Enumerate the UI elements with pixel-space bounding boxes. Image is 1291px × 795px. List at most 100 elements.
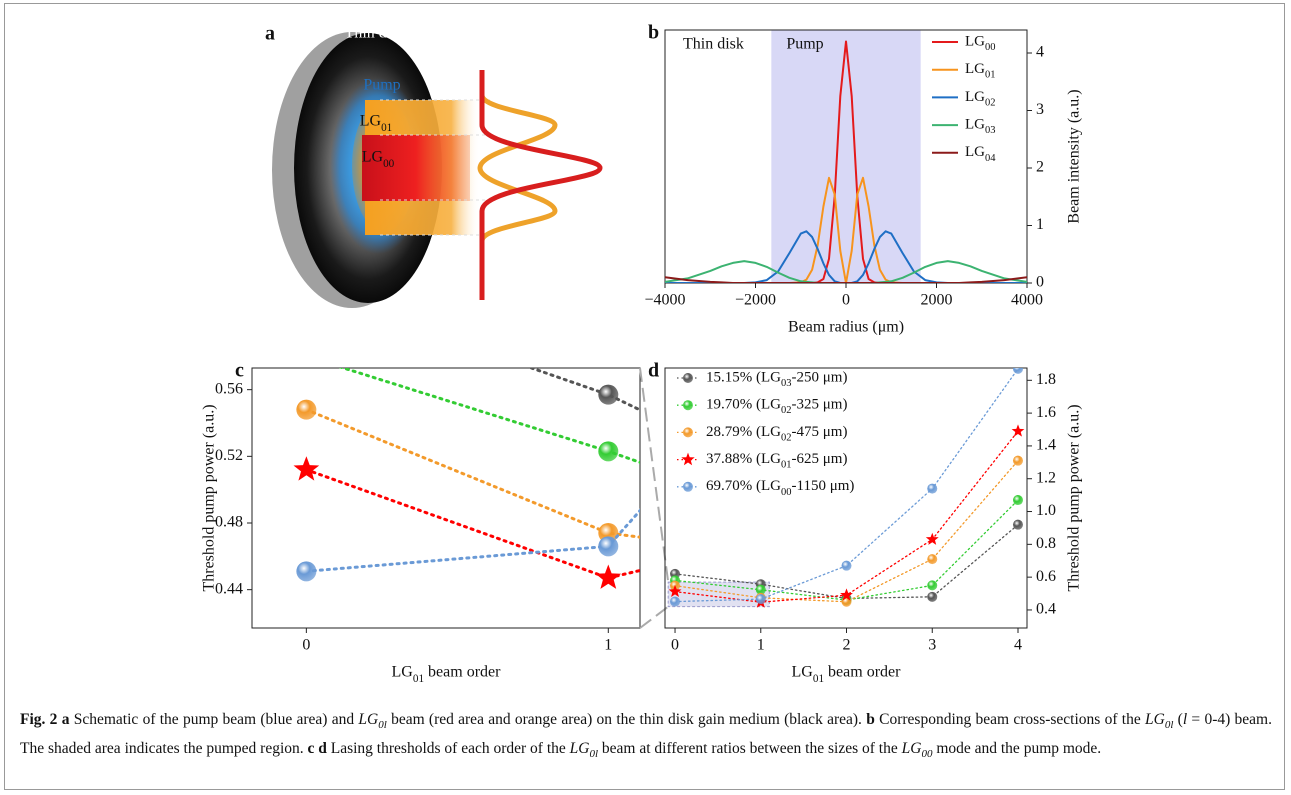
legend-marker bbox=[683, 373, 693, 383]
x-axis-label: Beam radius (μm) bbox=[788, 319, 904, 336]
plot-area bbox=[668, 368, 1025, 608]
sphere-marker bbox=[670, 596, 681, 607]
y-tick-label: 0.4 bbox=[1036, 601, 1056, 618]
y-tick-label: 1.2 bbox=[1036, 469, 1056, 486]
caption-run: LG bbox=[358, 711, 379, 728]
legend-label: LG00 bbox=[965, 33, 996, 52]
panel-label: c bbox=[235, 360, 244, 382]
x-tick-label: −2000 bbox=[735, 292, 776, 309]
y-tick-label: 3 bbox=[1036, 101, 1044, 118]
figure: a Thin disk Pump LG01 LG00 −4000 −2000 0 20… bbox=[201, 22, 1083, 685]
caption-run: Lasing thresholds of each order of the bbox=[326, 740, 570, 758]
x-tick-label: 4000 bbox=[1011, 292, 1043, 309]
legend-label: 37.88% (LG01-625 μm) bbox=[706, 451, 847, 470]
sphere-marker bbox=[927, 580, 938, 591]
sphere-marker bbox=[755, 584, 766, 595]
x-tick-label: 2000 bbox=[921, 292, 953, 309]
y-tick-label: 0.56 bbox=[215, 380, 243, 397]
legend-label: 28.79% (LG02-475 μm) bbox=[706, 424, 847, 443]
y-tick-label: 0.48 bbox=[215, 514, 243, 531]
y-tick-label: 0.6 bbox=[1036, 568, 1056, 585]
x-tick-label: 2 bbox=[843, 637, 851, 654]
legend-label: LG03 bbox=[965, 117, 996, 136]
y-axis-label: Beam intensity (a.u.) bbox=[1066, 89, 1083, 223]
panel-label: b bbox=[648, 22, 659, 44]
caption-run: Schematic of the pump beam (blue area) a… bbox=[69, 711, 359, 728]
caption-run: b bbox=[866, 711, 875, 728]
zoom-connector bbox=[639, 367, 670, 583]
caption-run: ( bbox=[1173, 711, 1183, 728]
sphere-marker bbox=[1012, 495, 1023, 506]
caption-run: Corresponding beam cross-sections of the bbox=[874, 711, 1145, 728]
sphere-marker bbox=[296, 561, 317, 582]
plot-area bbox=[665, 40, 1027, 283]
sphere-marker bbox=[927, 554, 938, 565]
y-axis-label: Threshold pump power (a.u.) bbox=[1066, 404, 1083, 591]
legend-label: LG01 bbox=[965, 61, 996, 80]
x-tick-label: 4 bbox=[1014, 637, 1022, 654]
caption-run: LG bbox=[1145, 711, 1165, 728]
plot-frame bbox=[251, 367, 641, 629]
sphere-marker bbox=[841, 560, 852, 571]
star-marker bbox=[668, 584, 682, 597]
sphere-marker bbox=[598, 536, 619, 557]
star-marker bbox=[925, 532, 939, 545]
sphere-marker bbox=[841, 596, 852, 607]
lg00-beam bbox=[362, 135, 470, 201]
plot-frame bbox=[664, 367, 1028, 629]
sphere-marker bbox=[598, 441, 619, 462]
sphere-marker bbox=[927, 483, 938, 494]
caption-run: mode and the pump mode. bbox=[932, 740, 1102, 758]
star-marker bbox=[897, 493, 923, 518]
plot-area bbox=[293, 368, 923, 589]
sphere-marker bbox=[296, 399, 317, 420]
y-axis-label: Threshold pump power (a.u.) bbox=[201, 404, 218, 591]
schematic-label: Pump bbox=[363, 77, 400, 94]
y-tick-label: 0.52 bbox=[215, 447, 243, 464]
y-tick-label: 1.4 bbox=[1036, 437, 1056, 454]
sphere-marker bbox=[927, 591, 938, 602]
sphere-marker bbox=[598, 384, 619, 405]
sphere-marker bbox=[900, 530, 920, 550]
y-tick-label: 1 bbox=[1036, 216, 1044, 233]
caption-run: LG bbox=[569, 740, 590, 758]
dotted-line bbox=[674, 368, 1019, 603]
legend-label: 19.70% (LG02-325 μm) bbox=[706, 397, 847, 416]
caption-run: 0l bbox=[378, 719, 387, 732]
x-tick-label: 0 bbox=[671, 637, 679, 654]
beam-guides bbox=[380, 99, 490, 236]
caption-run: Fig. 2 a bbox=[20, 711, 70, 728]
caption-run: beam at different ratios between the siz… bbox=[598, 740, 902, 758]
chart: 0 1 2 3 4 0.4 0.6 0.8 1.0 1.2 1.4 1.6 1.8 LG01 beam o… bbox=[639, 360, 1083, 685]
legend-marker bbox=[683, 427, 693, 438]
y-tick-label: 0.44 bbox=[215, 580, 243, 597]
x-tick-label: 0 bbox=[842, 292, 850, 309]
y-tick-label: 0.8 bbox=[1036, 535, 1056, 552]
legend-marker bbox=[683, 400, 693, 411]
caption-run: l bbox=[1182, 711, 1188, 728]
star-marker bbox=[595, 564, 622, 589]
y-tick-label: 2 bbox=[1036, 159, 1044, 176]
line bbox=[665, 40, 1027, 283]
legend-label: LG04 bbox=[965, 144, 996, 163]
legend-label: LG02 bbox=[965, 89, 996, 108]
legend-label: 15.15% (LG03-250 μm) bbox=[706, 369, 847, 388]
star-marker bbox=[293, 456, 320, 481]
legend-marker bbox=[683, 481, 693, 492]
legend-label: 69.70% (LG00-1150 μm) bbox=[706, 478, 854, 497]
caption: Fig. 2 a Schematic of the pump beam (blu… bbox=[20, 708, 1272, 766]
caption-run: 0l bbox=[1164, 719, 1174, 732]
star-marker bbox=[840, 588, 853, 601]
x-axis-label: LG01 beam order bbox=[792, 664, 902, 685]
caption-run: beam (red area and orange area) on the t… bbox=[386, 711, 867, 728]
sphere-marker bbox=[1012, 368, 1023, 374]
lg00-profile bbox=[479, 70, 603, 300]
panel-label: a bbox=[265, 23, 275, 45]
annotation: Pump bbox=[786, 36, 823, 53]
x-tick-label: −4000 bbox=[644, 292, 685, 309]
legend-marker bbox=[681, 452, 695, 466]
caption-run: 00 bbox=[921, 748, 933, 761]
y-tick-label: 1.6 bbox=[1036, 404, 1056, 421]
